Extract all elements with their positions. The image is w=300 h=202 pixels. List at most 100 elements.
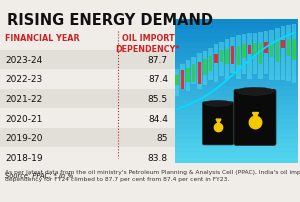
Text: 2021-22: 2021-22 [5, 95, 42, 103]
Bar [275, 29, 280, 81]
Bar [202, 51, 207, 85]
Bar [292, 40, 296, 61]
Bar [280, 27, 285, 81]
Text: 84.4: 84.4 [148, 114, 168, 123]
Bar [175, 72, 298, 78]
Bar [253, 33, 257, 75]
Bar [253, 44, 257, 56]
Bar [175, 44, 298, 49]
Bar [175, 148, 298, 154]
Bar [242, 45, 246, 58]
Ellipse shape [236, 88, 274, 96]
Text: As per latest data from the oil ministry's Petroleum Planning & Analysis Cell (P: As per latest data from the oil ministry… [5, 169, 300, 181]
Text: RISING ENERGY DEMAND: RISING ENERGY DEMAND [7, 13, 213, 28]
Bar [209, 57, 212, 72]
Bar [225, 50, 229, 65]
Text: Source: PPAC; * in %: Source: PPAC; * in % [5, 172, 73, 178]
Bar [175, 115, 298, 120]
Bar [175, 53, 298, 59]
Bar [220, 51, 223, 63]
Text: OIL IMPORT
DEPENDENCY*: OIL IMPORT DEPENDENCY* [116, 34, 180, 54]
Bar [175, 86, 298, 92]
FancyBboxPatch shape [234, 90, 276, 146]
Bar [175, 139, 298, 144]
Bar [181, 71, 184, 90]
Bar [258, 33, 263, 79]
Bar [0, 70, 175, 89]
Text: 2019-20: 2019-20 [5, 134, 43, 142]
Text: 2022-23: 2022-23 [5, 75, 42, 84]
Bar [180, 65, 185, 90]
Bar [175, 153, 298, 158]
Bar [197, 54, 202, 90]
Bar [175, 134, 298, 139]
Bar [175, 29, 298, 35]
Bar [259, 44, 262, 65]
Bar [214, 55, 218, 63]
Text: 87.4: 87.4 [148, 75, 168, 84]
Bar [242, 35, 246, 75]
Bar [208, 49, 213, 80]
Bar [175, 129, 298, 135]
Bar [292, 25, 296, 84]
Text: 2018-19: 2018-19 [5, 153, 43, 162]
Text: 85: 85 [157, 134, 168, 142]
Bar [191, 58, 196, 85]
Bar [186, 68, 190, 82]
Bar [219, 42, 224, 77]
Bar [175, 125, 298, 130]
Bar [0, 51, 175, 70]
Bar [230, 38, 235, 74]
Bar [248, 45, 251, 55]
Bar [175, 63, 298, 68]
Text: 2023-24: 2023-24 [5, 56, 42, 65]
Bar [264, 42, 268, 53]
Bar [0, 129, 175, 148]
Bar [175, 34, 298, 39]
Bar [175, 69, 179, 96]
Bar [175, 82, 298, 87]
Bar [231, 47, 235, 64]
Bar [175, 77, 298, 82]
Bar [0, 90, 175, 109]
Bar [175, 101, 298, 106]
Bar [281, 41, 285, 49]
Bar [225, 40, 230, 80]
Bar [175, 158, 298, 163]
Bar [175, 67, 298, 73]
Bar [270, 43, 274, 57]
Bar [264, 32, 268, 75]
Bar [214, 45, 218, 83]
Bar [0, 148, 175, 167]
Text: 85.5: 85.5 [148, 95, 168, 103]
Bar [175, 144, 298, 149]
Bar [175, 106, 298, 111]
Bar [275, 42, 279, 63]
Bar [175, 48, 298, 54]
Bar [175, 120, 298, 125]
FancyBboxPatch shape [202, 102, 233, 145]
Bar [0, 109, 175, 128]
Text: FINANCIAL YEAR: FINANCIAL YEAR [5, 34, 80, 43]
Bar [269, 31, 274, 80]
Bar [286, 26, 291, 82]
Bar [236, 47, 240, 66]
Text: 2020-21: 2020-21 [5, 114, 42, 123]
Bar [175, 110, 298, 116]
Bar [236, 36, 241, 79]
Bar [175, 96, 298, 101]
Bar [287, 40, 290, 57]
Bar [175, 39, 298, 44]
Bar [203, 60, 207, 75]
Bar [186, 60, 190, 92]
Bar [175, 91, 298, 97]
Bar [175, 58, 298, 63]
Bar [192, 64, 196, 82]
Bar [175, 20, 298, 25]
Text: 87.7: 87.7 [148, 56, 168, 65]
Bar [175, 76, 179, 85]
Text: 83.8: 83.8 [148, 153, 168, 162]
Bar [197, 63, 201, 85]
Bar [247, 34, 252, 79]
Bar [175, 25, 298, 30]
